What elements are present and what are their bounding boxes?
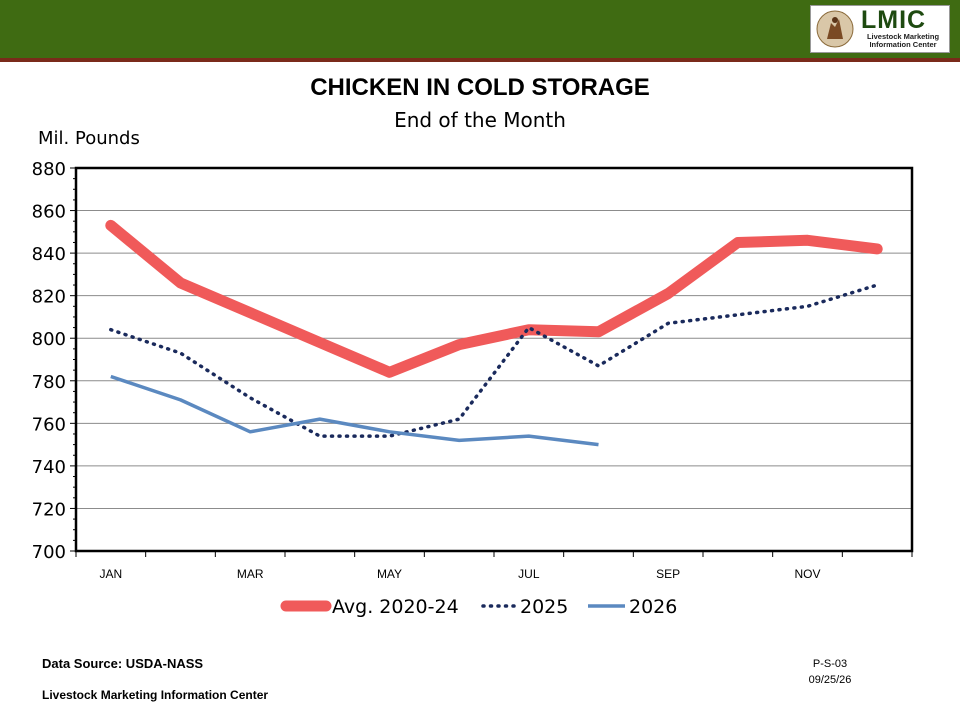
y-tick-label: 820	[32, 287, 66, 308]
y-tick-label: 740	[32, 457, 66, 478]
y-tick-label: 860	[32, 202, 66, 223]
slide-date: 09/25/26	[808, 674, 852, 686]
x-tick-label: JAN	[99, 567, 122, 581]
y-tick-label: 840	[32, 244, 66, 265]
plot-area	[74, 166, 914, 553]
legend-label: 2026	[629, 596, 677, 618]
legend-label: Avg. 2020-24	[332, 596, 459, 618]
slide-code: P-S-03 09/25/26	[790, 656, 870, 688]
chart-subtitle: End of the Month	[394, 108, 566, 132]
chart-title: CHICKEN IN COLD STORAGE	[310, 74, 650, 101]
y-tick-label: 720	[32, 499, 66, 520]
logo-text: LMIC	[861, 6, 927, 34]
series-line-avg-2020-24	[105, 219, 883, 378]
y-tick-label: 700	[32, 542, 66, 563]
y-tick-label: 800	[32, 329, 66, 350]
cowboy-emblem-icon	[816, 10, 854, 48]
x-tick-label: MAY	[377, 567, 402, 581]
y-tick-label: 880	[32, 159, 66, 180]
x-tick-label: SEP	[656, 567, 680, 581]
header-divider	[0, 58, 960, 62]
series-line-2025	[109, 283, 879, 438]
organization-name: Livestock Marketing Information Center	[42, 688, 269, 702]
logo-subtext: Livestock Marketing Information Center	[866, 32, 940, 49]
y-tick-label: 760	[32, 414, 66, 435]
x-tick-label: NOV	[794, 567, 820, 581]
line-chart: 700 720 740 760 780 800 820 840 860 880 JAN MAR MAY J…	[32, 159, 914, 618]
header-bar	[0, 0, 960, 58]
slide-id: P-S-03	[812, 658, 848, 670]
series-line-2026	[110, 374, 599, 447]
data-source: Data Source: USDA-NASS	[42, 656, 204, 671]
y-tick-label: 780	[32, 372, 66, 393]
x-tick-label: JUL	[518, 567, 540, 581]
legend-label: 2025	[520, 596, 568, 618]
y-axis-label: Mil. Pounds	[38, 128, 140, 149]
lmic-logo: LMIC Livestock Marketing Information Cen…	[810, 5, 950, 53]
x-tick-label: MAR	[237, 567, 264, 581]
